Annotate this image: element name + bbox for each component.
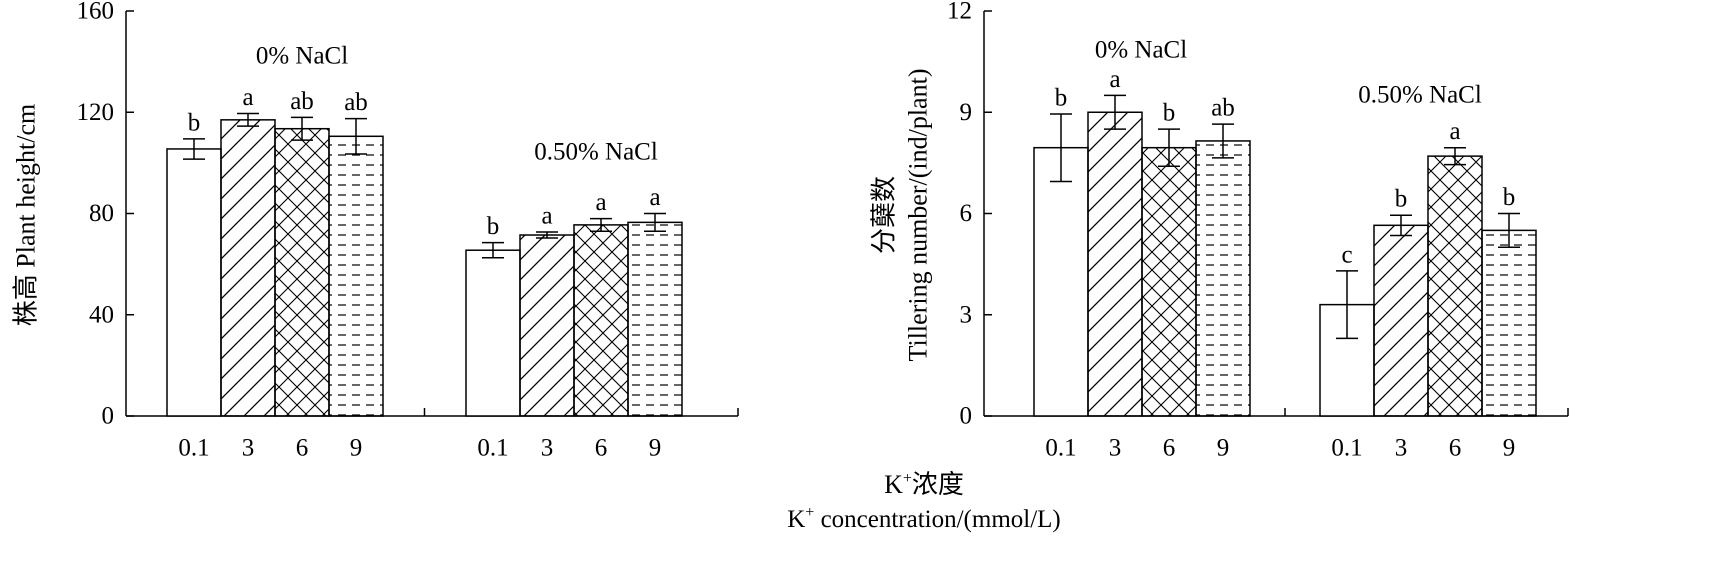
y-tick-label: 120 — [77, 99, 115, 126]
bar-dashed-lines — [627, 221, 683, 417]
bar-diagonal-hatch — [1373, 224, 1429, 417]
x-tick-label: 6 — [1163, 435, 1176, 462]
x-tick-label: 3 — [1109, 435, 1122, 462]
bar-open — [465, 249, 521, 417]
bar-cross-hatch — [573, 224, 629, 417]
significance-label: a — [242, 84, 253, 111]
x-tick-label: 9 — [1217, 435, 1230, 462]
y-tick-label: 0 — [960, 403, 973, 430]
y-tick-label: 9 — [960, 99, 973, 126]
tillering-labels: 0% NaCl b 0.1 a 3 b 6 ab 9 0.50% NaCl c 0.1 b 3 a 6 b 9 — [1045, 37, 1515, 462]
bar-open — [1033, 146, 1089, 417]
x-tick-label: 0.1 — [1045, 435, 1076, 462]
y-tick-label: 12 — [947, 0, 972, 25]
plant-height-labels: 0% NaCl b 0.1 a 3 ab 6 ab 9 0.50% NaCl b 0.1 a 3 a 6 a 9 — [178, 43, 661, 462]
bar-open — [166, 148, 222, 417]
significance-label: b — [1395, 186, 1408, 213]
x-axis-title-en-base: K — [787, 506, 805, 533]
x-axis-title-cn-base: K — [884, 470, 903, 499]
significance-label: b — [188, 109, 201, 136]
bar-dashed-lines — [328, 135, 384, 417]
tillering-y-axis-label-cn: 分蘖数 — [870, 176, 899, 254]
y-tick-label: 40 — [89, 301, 114, 328]
bar-cross-hatch — [1427, 155, 1483, 417]
significance-label: ab — [344, 89, 368, 116]
tillering-panel: 分蘖数 Tillering number/(ind/plant) 036912 … — [870, 0, 1569, 462]
group-label: 0% NaCl — [256, 43, 348, 70]
x-tick-label: 3 — [1395, 435, 1408, 462]
group-label: 0.50% NaCl — [534, 139, 658, 166]
significance-label: a — [1109, 66, 1120, 93]
x-axis-title-cn-rest: 浓度 — [912, 470, 964, 499]
x-tick-label: 6 — [1449, 435, 1462, 462]
x-tick-label: 0.1 — [477, 435, 508, 462]
x-axis-title-en-rest: concentration/(mmol/L) — [814, 506, 1060, 533]
x-tick-label: 9 — [1503, 435, 1516, 462]
y-tick-label: 80 — [89, 200, 114, 227]
significance-label: ab — [1211, 95, 1235, 122]
bar-cross-hatch — [1141, 146, 1197, 417]
group-label: 0% NaCl — [1095, 37, 1187, 64]
plant-height-bars — [166, 112, 683, 417]
significance-label: a — [595, 189, 606, 216]
x-tick-label: 3 — [242, 435, 255, 462]
bar-dashed-lines — [1195, 140, 1251, 417]
shared-x-axis-title: K+浓度 K+ concentration/(mmol/L) — [787, 470, 1061, 533]
tillering-y-axis-title: 分蘖数 Tillering number/(ind/plant) — [870, 69, 933, 362]
x-tick-label: 0.1 — [1331, 435, 1362, 462]
y-tick-label: 6 — [960, 200, 973, 227]
plant-height-y-axis-label: 株高 Plant height/cm — [12, 104, 41, 326]
significance-label: b — [1163, 100, 1176, 127]
x-axis-title-cn: K+浓度 — [884, 470, 964, 499]
plant-height-y-axis-title: 株高 Plant height/cm — [12, 104, 41, 326]
group-label: 0.50% NaCl — [1358, 82, 1482, 109]
y-tick-label: 3 — [960, 301, 973, 328]
x-tick-label: 9 — [350, 435, 363, 462]
significance-label: b — [1503, 184, 1516, 211]
x-tick-label: 9 — [649, 435, 662, 462]
x-tick-label: 0.1 — [178, 435, 209, 462]
y-tick-label: 160 — [77, 0, 115, 25]
significance-label: b — [1055, 84, 1068, 111]
x-tick-label: 3 — [541, 435, 554, 462]
x-tick-label: 6 — [296, 435, 309, 462]
x-tick-label: 6 — [595, 435, 608, 462]
significance-label: b — [487, 213, 500, 240]
significance-label: a — [1449, 118, 1460, 145]
significance-label: a — [649, 184, 660, 211]
tillering-y-axis-label-en: Tillering number/(ind/plant) — [904, 69, 933, 362]
bar-diagonal-hatch — [220, 119, 276, 417]
significance-label: c — [1341, 241, 1352, 268]
y-tick-label: 0 — [102, 403, 115, 430]
x-axis-title-en-sup: + — [805, 504, 814, 521]
bar-diagonal-hatch — [1087, 111, 1143, 417]
bar-dashed-lines — [1481, 229, 1537, 417]
significance-label: ab — [290, 88, 314, 115]
x-axis-title-cn-sup: + — [903, 470, 912, 487]
x-axis-title-en: K+ concentration/(mmol/L) — [787, 504, 1061, 533]
significance-label: a — [541, 202, 552, 229]
bar-diagonal-hatch — [519, 234, 575, 417]
bar-cross-hatch — [274, 127, 330, 417]
tillering-bars — [1033, 94, 1537, 417]
